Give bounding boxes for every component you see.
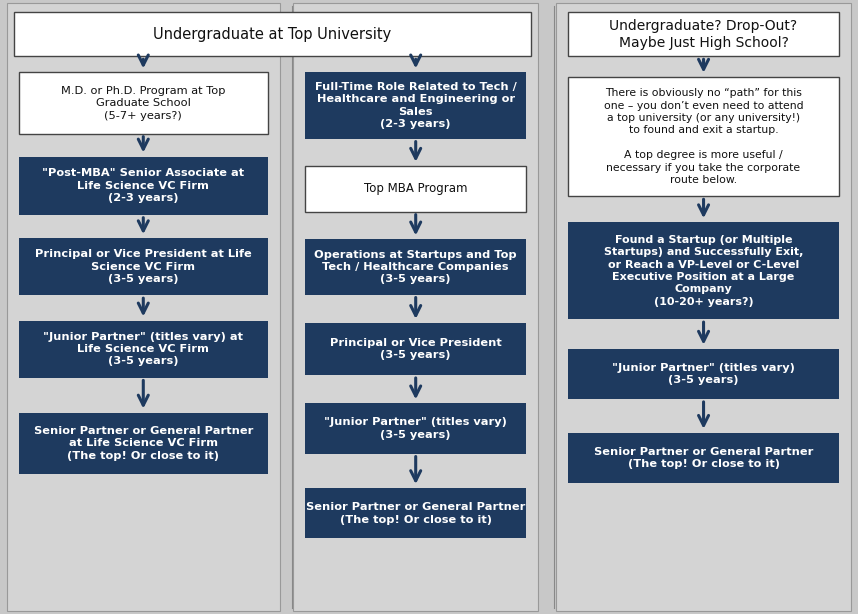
FancyBboxPatch shape [19,321,268,378]
FancyBboxPatch shape [568,12,839,56]
FancyBboxPatch shape [19,413,268,474]
Text: Senior Partner or General Partner
at Life Science VC Firm
(The top! Or close to : Senior Partner or General Partner at Lif… [33,426,253,460]
FancyBboxPatch shape [568,77,839,196]
FancyBboxPatch shape [305,72,526,139]
FancyBboxPatch shape [305,239,526,295]
Text: Full-Time Role Related to Tech /
Healthcare and Engineering or
Sales
(2-3 years): Full-Time Role Related to Tech / Healthc… [315,82,517,129]
FancyBboxPatch shape [568,349,839,399]
Text: Found a Startup (or Multiple
Startups) and Successfully Exit,
or Reach a VP-Leve: Found a Startup (or Multiple Startups) a… [604,235,803,307]
Text: "Junior Partner" (titles vary)
(3-5 years): "Junior Partner" (titles vary) (3-5 year… [324,418,507,440]
Text: Senior Partner or General Partner
(The top! Or close to it): Senior Partner or General Partner (The t… [306,502,525,524]
Text: "Junior Partner" (titles vary)
(3-5 years): "Junior Partner" (titles vary) (3-5 year… [612,363,795,385]
Text: Top MBA Program: Top MBA Program [364,182,468,195]
Text: There is obviously no “path” for this
one – you don’t even need to attend
a top : There is obviously no “path” for this on… [604,88,803,185]
FancyBboxPatch shape [293,3,538,611]
Text: Undergraduate at Top University: Undergraduate at Top University [154,27,391,42]
FancyBboxPatch shape [305,166,526,212]
Text: Operations at Startups and Top
Tech / Healthcare Companies
(3-5 years): Operations at Startups and Top Tech / He… [314,250,517,284]
FancyBboxPatch shape [568,433,839,483]
FancyBboxPatch shape [568,222,839,319]
Text: M.D. or Ph.D. Program at Top
Graduate School
(5-7+ years?): M.D. or Ph.D. Program at Top Graduate Sc… [61,86,226,120]
FancyBboxPatch shape [305,403,526,454]
Text: Principal or Vice President
(3-5 years): Principal or Vice President (3-5 years) [329,338,502,360]
Text: "Post-MBA" Senior Associate at
Life Science VC Firm
(2-3 years): "Post-MBA" Senior Associate at Life Scie… [42,168,245,203]
FancyBboxPatch shape [19,157,268,215]
FancyBboxPatch shape [305,488,526,538]
FancyBboxPatch shape [556,3,851,611]
FancyBboxPatch shape [305,323,526,375]
Text: Undergraduate? Drop-Out?
Maybe Just High School?: Undergraduate? Drop-Out? Maybe Just High… [609,19,798,50]
FancyBboxPatch shape [19,238,268,295]
Text: Senior Partner or General Partner
(The top! Or close to it): Senior Partner or General Partner (The t… [594,447,813,469]
FancyBboxPatch shape [19,72,268,134]
FancyBboxPatch shape [14,12,531,56]
FancyBboxPatch shape [7,3,280,611]
Text: "Junior Partner" (titles vary) at
Life Science VC Firm
(3-5 years): "Junior Partner" (titles vary) at Life S… [43,332,244,367]
Text: Principal or Vice President at Life
Science VC Firm
(3-5 years): Principal or Vice President at Life Scie… [35,249,251,284]
